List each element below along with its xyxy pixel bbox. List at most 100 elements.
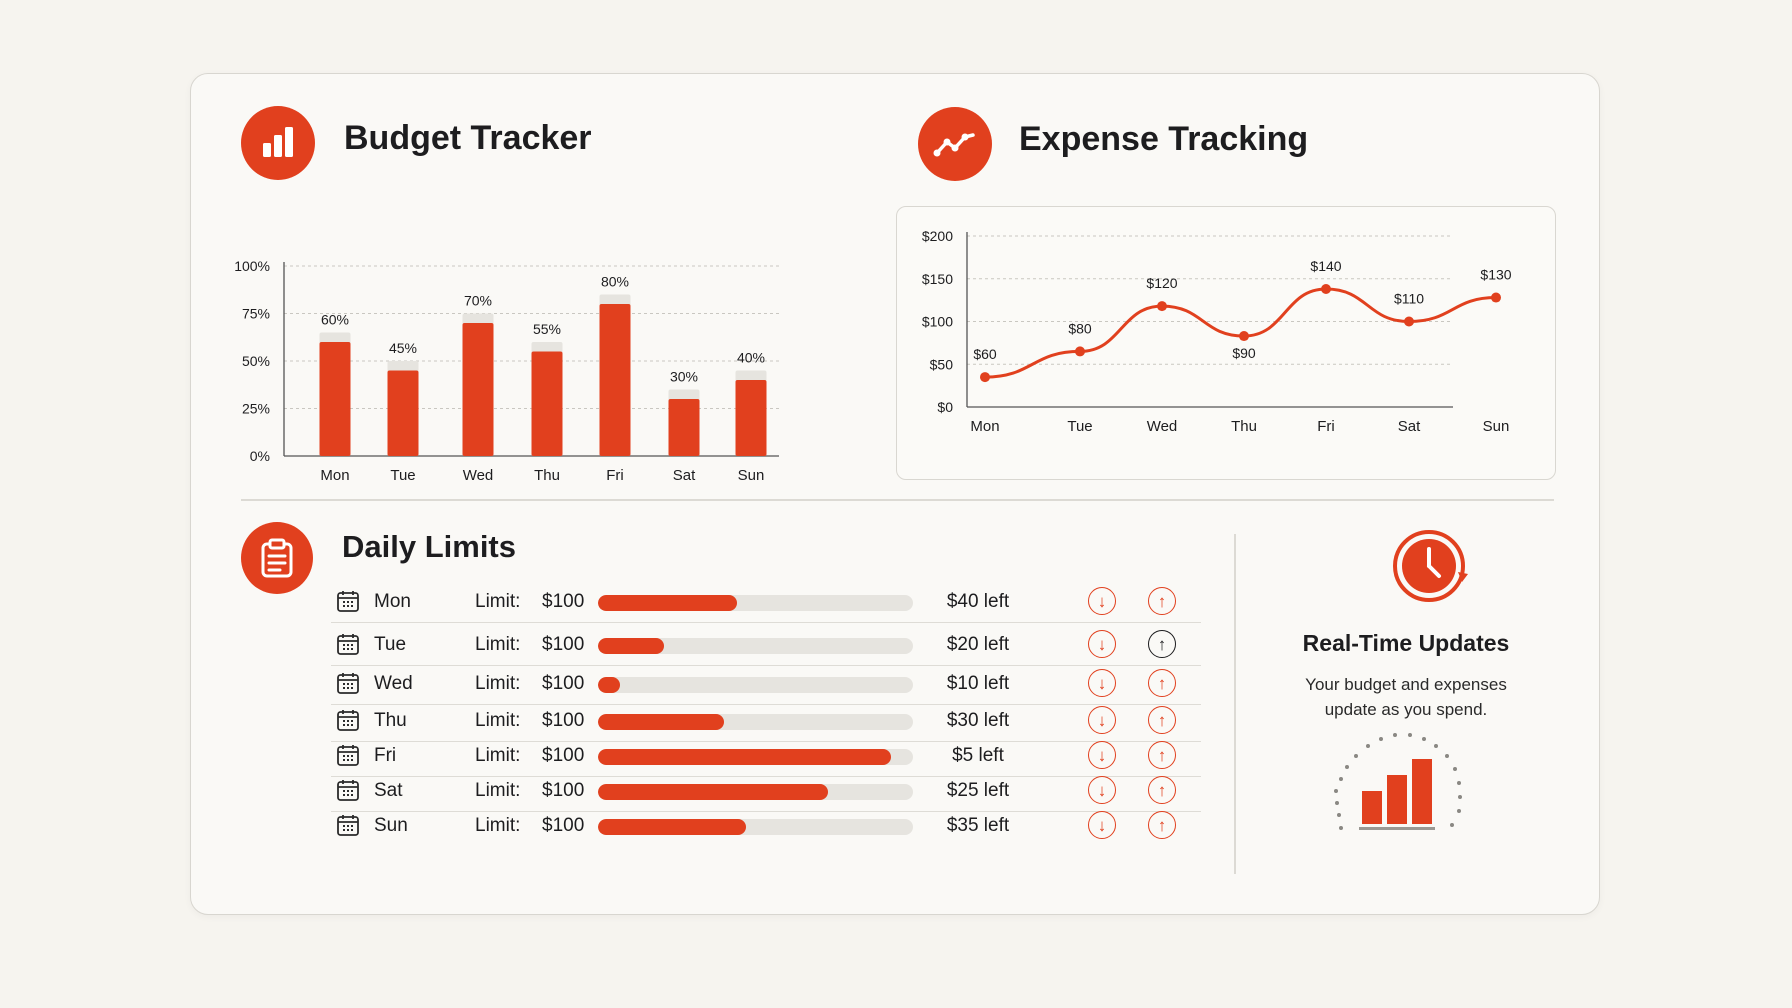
line-x-tick-label: Thu (1231, 418, 1257, 435)
expense-value-label: $130 (1480, 267, 1511, 283)
limit-day-label: Thu (374, 710, 407, 731)
limit-progress-bar (598, 819, 913, 835)
bar-value-label: 70% (464, 293, 492, 309)
line-x-tick-label: Fri (1317, 418, 1335, 435)
realtime-description-line1: Your budget and expenses (1305, 675, 1507, 694)
expense-point-tue (1075, 346, 1085, 357)
arrow-up-circle-icon[interactable]: ↑ (1148, 776, 1176, 804)
arrow-down-circle-icon[interactable]: ↓ (1088, 811, 1116, 839)
trend-line-icon (918, 107, 992, 181)
limit-progress-fill (598, 784, 828, 800)
line-x-tick-label: Sat (1398, 418, 1421, 435)
limit-row-fri: Fri Limit: $100 $5 left ↓ ↑ (331, 736, 1201, 777)
bar-x-tick-label: Tue (390, 467, 415, 484)
bar-fri (599, 304, 631, 456)
limit-remaining: $25 left (946, 780, 1010, 801)
expense-value-label: $80 (1068, 320, 1092, 336)
limit-value: $100 (542, 634, 585, 655)
clipboard-icon (241, 522, 313, 594)
limit-remaining: $5 left (952, 745, 1004, 766)
arrow-down-circle-icon[interactable]: ↓ (1088, 669, 1116, 697)
expense-tracking-title: Expense Tracking (1019, 120, 1309, 158)
bar-value-label: 60% (321, 312, 349, 328)
expense-value-label: $110 (1394, 291, 1424, 307)
line-x-tick-label: Sun (1483, 418, 1510, 435)
bar-x-tick-label: Sat (673, 467, 696, 484)
limit-day-label: Sun (374, 815, 408, 836)
bar-value-label: 45% (389, 340, 417, 356)
bar-tue (387, 370, 419, 456)
calendar-icon (337, 673, 359, 694)
limit-row-mon: Mon Limit: $100 $40 left ↓ ↑ (331, 582, 1201, 623)
bar-thu (531, 351, 563, 456)
arrow-up-circle-icon[interactable]: ↑ (1148, 741, 1176, 769)
limit-label: Limit: (475, 591, 521, 612)
bar-y-tick-label: 0% (250, 448, 270, 464)
limit-remaining: $40 left (946, 591, 1010, 612)
bar-value-label: 40% (737, 350, 765, 366)
clock-refresh-icon (1393, 530, 1468, 602)
limit-progress-bar (598, 638, 913, 654)
limit-row-sat: Sat Limit: $100 $25 left ↓ ↑ (331, 771, 1201, 812)
limit-label: Limit: (475, 815, 521, 836)
bar-x-tick-label: Fri (606, 467, 624, 484)
expense-point-thu (1239, 331, 1249, 342)
limit-progress-bar (598, 595, 913, 611)
bar-mon (319, 342, 351, 456)
arrow-up-circle-icon[interactable]: ↑ (1148, 669, 1176, 697)
limit-progress-fill (598, 638, 665, 654)
limit-label: Limit: (475, 745, 521, 766)
limit-progress-bar (598, 677, 913, 693)
expense-value-label: $60 (973, 346, 997, 362)
arrow-up-circle-icon[interactable]: ↑ (1148, 587, 1176, 615)
limit-progress-bar (598, 714, 913, 730)
line-y-tick-label: $200 (922, 228, 953, 244)
dashboard-card: Budget Tracker 0% 25% 50% 75% 100% 60% Mon 45% T… (190, 73, 1600, 915)
bar-value-label: 55% (533, 321, 561, 337)
bar-y-tick-label: 50% (242, 353, 270, 369)
line-y-tick-label: $50 (930, 356, 954, 372)
calendar-icon (337, 634, 359, 655)
vertical-divider (1234, 534, 1236, 874)
limit-value: $100 (542, 673, 585, 694)
realtime-title: Real-Time Updates (1302, 630, 1510, 656)
arrow-down-circle-icon[interactable]: ↓ (1088, 776, 1116, 804)
arrow-down-circle-icon[interactable]: ↓ (1088, 741, 1116, 769)
bar-value-label: 30% (670, 369, 698, 385)
budget-bar-chart: 0% 25% 50% 75% 100% 60% Mon 45% Tue 70% Wed 55% Thu 8… (234, 258, 779, 484)
arrow-up-circle-icon[interactable]: ↑ (1148, 706, 1176, 734)
limit-progress-bar (598, 749, 913, 765)
bar-y-tick-label: 25% (242, 401, 270, 417)
expense-value-label: $140 (1310, 258, 1341, 274)
line-x-tick-label: Mon (970, 418, 999, 435)
line-x-tick-label: Wed (1147, 418, 1178, 435)
arrow-down-circle-icon[interactable]: ↓ (1088, 630, 1116, 658)
arrow-up-circle-icon[interactable]: ↑ (1148, 630, 1176, 658)
bar-y-tick-label: 100% (234, 258, 270, 274)
arrow-down-circle-icon[interactable]: ↓ (1088, 706, 1116, 734)
expense-chart-panel: $0 $50 $100 $150 $200 $60 Mon $80 Tue $120 Wed $90 T… (896, 206, 1556, 480)
bar-y-tick-label: 75% (242, 306, 270, 322)
bar-x-tick-label: Thu (534, 467, 560, 484)
limit-label: Limit: (475, 710, 521, 731)
limit-day-label: Mon (374, 591, 411, 612)
calendar-icon (337, 780, 359, 801)
limit-progress-bar (598, 784, 913, 800)
limit-value: $100 (542, 591, 585, 612)
line-y-tick-label: $100 (922, 314, 953, 330)
bar-chart-icon (241, 106, 315, 180)
realtime-description-line2: update as you spend. (1324, 700, 1488, 719)
bar-x-tick-label: Mon (320, 467, 349, 484)
arrow-down-circle-icon[interactable]: ↓ (1088, 587, 1116, 615)
limit-row-thu: Thu Limit: $100 $30 left ↓ ↑ (331, 701, 1201, 742)
budget-tracker-title: Budget Tracker (344, 119, 592, 157)
expense-point-fri (1321, 284, 1331, 295)
limit-remaining: $20 left (946, 634, 1010, 655)
bar-chart-dotted-icon (1334, 733, 1462, 830)
limit-remaining: $30 left (946, 710, 1010, 731)
expense-point-wed (1157, 301, 1167, 312)
arrow-up-circle-icon[interactable]: ↑ (1148, 811, 1176, 839)
limit-remaining: $10 left (946, 673, 1010, 694)
bar-sat (668, 399, 700, 456)
limit-progress-fill (598, 714, 724, 730)
